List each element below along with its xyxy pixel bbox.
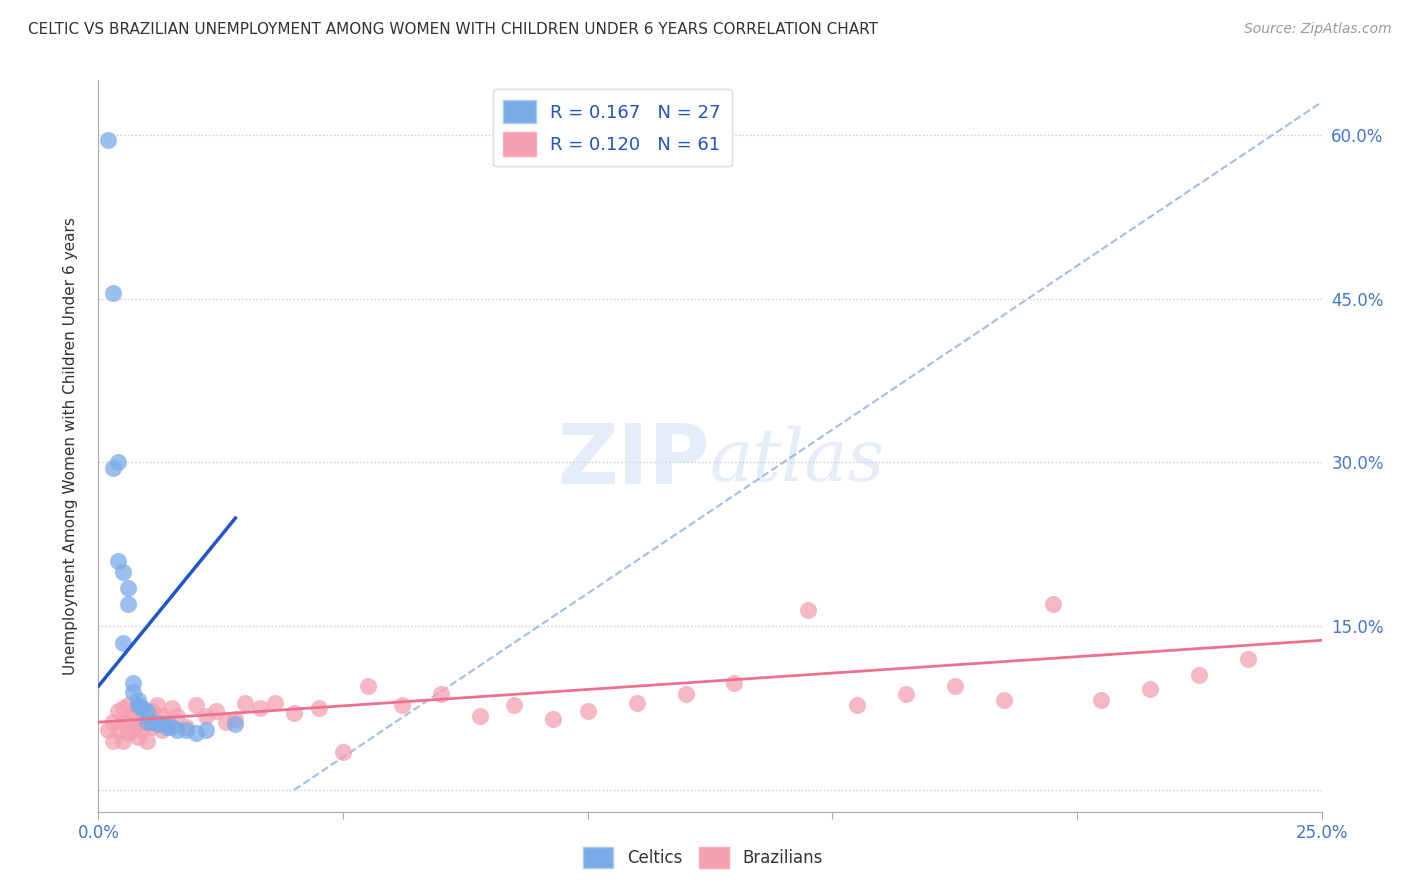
Point <box>136 733 159 747</box>
Point <box>107 554 129 568</box>
Text: atlas: atlas <box>710 425 886 496</box>
Point <box>1188 668 1211 682</box>
Point <box>186 726 208 740</box>
Point <box>391 698 413 712</box>
Point <box>127 698 149 712</box>
Point <box>150 708 173 723</box>
Point <box>136 715 159 730</box>
Point <box>146 698 169 712</box>
Y-axis label: Unemployment Among Women with Children Under 6 years: Unemployment Among Women with Children U… <box>63 217 77 675</box>
Point <box>308 701 330 715</box>
Point <box>626 696 648 710</box>
Point <box>156 715 179 730</box>
Point <box>166 723 188 737</box>
Point <box>1090 693 1112 707</box>
Point <box>332 745 354 759</box>
Point <box>195 723 218 737</box>
Point <box>156 720 179 734</box>
Point <box>131 708 153 723</box>
Point <box>176 723 198 737</box>
Point <box>117 698 139 712</box>
Point <box>224 712 246 726</box>
Point <box>195 708 218 723</box>
Point <box>468 708 491 723</box>
Point <box>675 687 697 701</box>
Point <box>263 696 285 710</box>
Point <box>136 715 159 730</box>
Point <box>797 603 820 617</box>
Text: CELTIC VS BRAZILIAN UNEMPLOYMENT AMONG WOMEN WITH CHILDREN UNDER 6 YEARS CORRELA: CELTIC VS BRAZILIAN UNEMPLOYMENT AMONG W… <box>28 22 879 37</box>
Point <box>993 693 1015 707</box>
Point <box>894 687 917 701</box>
Point <box>111 733 134 747</box>
Point <box>101 460 124 475</box>
Point <box>121 706 143 721</box>
Point <box>186 698 208 712</box>
Point <box>97 133 120 147</box>
Legend: R = 0.167   N = 27, R = 0.120   N = 61: R = 0.167 N = 27, R = 0.120 N = 61 <box>492 89 731 167</box>
Point <box>141 704 163 718</box>
Point <box>107 455 129 469</box>
Text: Source: ZipAtlas.com: Source: ZipAtlas.com <box>1244 22 1392 37</box>
Point <box>121 723 143 737</box>
Point <box>224 717 246 731</box>
Point <box>117 715 139 730</box>
Point <box>121 676 143 690</box>
Point <box>1042 597 1064 611</box>
Point <box>543 712 565 726</box>
Point <box>141 720 163 734</box>
Point <box>111 565 134 579</box>
Point <box>107 723 129 737</box>
Point <box>136 704 159 718</box>
Point <box>150 723 173 737</box>
Point <box>101 715 124 730</box>
Point <box>141 715 163 730</box>
Point <box>249 701 271 715</box>
Point <box>121 684 143 698</box>
Point <box>101 733 124 747</box>
Point <box>127 731 149 745</box>
Point <box>131 701 153 715</box>
Point <box>97 723 120 737</box>
Point <box>1237 652 1260 666</box>
Point <box>723 676 745 690</box>
Point <box>214 715 236 730</box>
Point <box>176 720 198 734</box>
Point <box>131 701 153 715</box>
Point <box>117 581 139 595</box>
Point <box>150 717 173 731</box>
Point <box>146 715 169 730</box>
Legend: Celtics, Brazilians: Celtics, Brazilians <box>576 840 830 875</box>
Point <box>117 597 139 611</box>
Point <box>576 704 599 718</box>
Point <box>111 701 134 715</box>
Point <box>430 687 453 701</box>
Point <box>503 698 526 712</box>
Point <box>111 635 134 649</box>
Point <box>131 723 153 737</box>
Point <box>160 720 183 734</box>
Point <box>111 715 134 730</box>
Point <box>146 717 169 731</box>
Point <box>166 708 188 723</box>
Point <box>127 701 149 715</box>
Text: ZIP: ZIP <box>558 420 710 501</box>
Point <box>845 698 868 712</box>
Point <box>127 715 149 730</box>
Point <box>160 701 183 715</box>
Point <box>107 704 129 718</box>
Point <box>283 706 305 721</box>
Point <box>117 726 139 740</box>
Point <box>101 286 124 301</box>
Point <box>943 679 966 693</box>
Point <box>233 696 256 710</box>
Point <box>205 704 228 718</box>
Point <box>127 693 149 707</box>
Point <box>356 679 378 693</box>
Point <box>1139 682 1161 697</box>
